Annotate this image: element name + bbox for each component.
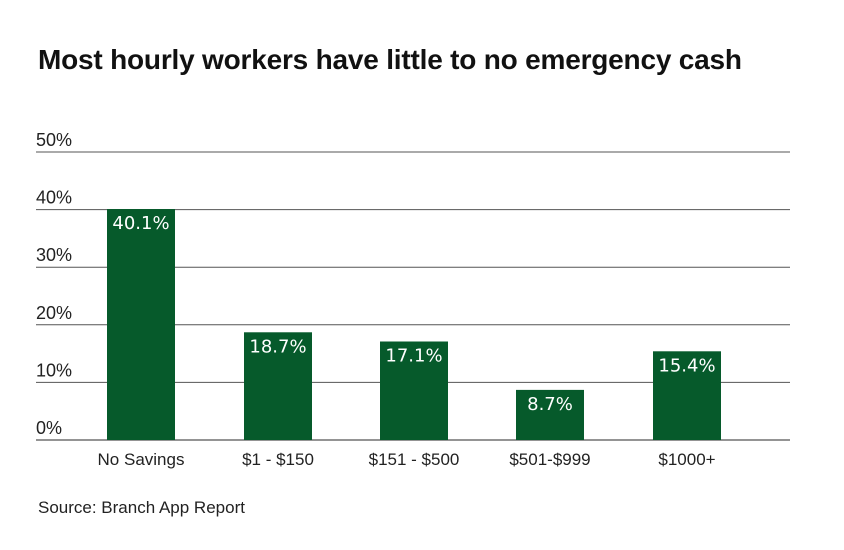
bar (653, 351, 721, 440)
y-tick-label: 0% (36, 418, 62, 438)
y-tick-label: 30% (36, 245, 72, 265)
y-axis-tick-labels: 0% 10% 20% 30% 40% 50% (36, 130, 72, 438)
x-axis-category-labels: No Savings $1 - $150 $151 - $500 $501-$999 $… (98, 450, 716, 469)
y-tick-label: 20% (36, 303, 72, 323)
x-category-label: $151 - $500 (369, 450, 460, 469)
y-tick-label: 40% (36, 188, 72, 208)
source-note: Source: Branch App Report (38, 498, 245, 517)
bar (107, 209, 175, 440)
x-category-label: $1000+ (658, 450, 715, 469)
bar-value-label: 18.7% (249, 336, 306, 357)
bar-value-label: 15.4% (658, 355, 715, 376)
y-tick-label: 50% (36, 130, 72, 150)
x-category-label: $501-$999 (509, 450, 590, 469)
chart-title: Most hourly workers have little to no em… (38, 44, 742, 75)
bar (244, 332, 312, 440)
bar-value-label: 8.7% (527, 394, 573, 415)
bar-value-label: 40.1% (112, 213, 169, 234)
bar-value-label: 17.1% (385, 346, 442, 367)
bar (380, 341, 448, 440)
y-tick-label: 10% (36, 360, 72, 380)
x-category-label: $1 - $150 (242, 450, 314, 469)
bars: 40.1% 18.7% 17.1% 8.7% 15.4% (107, 209, 721, 440)
bar-chart: 0% 10% 20% 30% 40% 50% 40.1% 18.7% 17.1% 8.7% 15.… (36, 130, 790, 469)
x-category-label: No Savings (98, 450, 185, 469)
bar (516, 389, 584, 440)
